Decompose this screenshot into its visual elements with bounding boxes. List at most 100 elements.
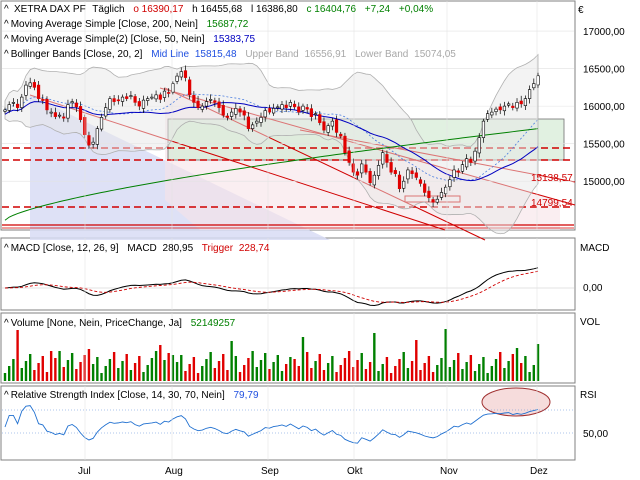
rsi-line xyxy=(4,405,539,444)
collapse-icon: ^ xyxy=(4,49,9,60)
volume-bar xyxy=(217,361,221,381)
candle-body xyxy=(259,117,263,123)
candle-body xyxy=(99,117,104,130)
candle-body xyxy=(523,98,528,106)
volume-bar xyxy=(75,369,78,381)
volume-bar xyxy=(87,349,91,381)
sma50-legend[interactable]: ^ Moving Average Simple(2) [Close, 50, Ne… xyxy=(4,34,255,45)
candle-body xyxy=(36,84,41,99)
volume-bar xyxy=(276,355,279,381)
rsi-axis-tag: RSI xyxy=(580,390,597,401)
rsi-legend[interactable]: ^ Relative Strength Index [Close, 14, 30,… xyxy=(4,390,259,401)
volume-bar xyxy=(398,359,401,381)
bollinger-label: Bollinger Bands [Close, 20, 2] xyxy=(11,49,143,60)
volume-bar xyxy=(528,372,531,381)
candle-body xyxy=(276,106,280,109)
candle-body xyxy=(292,103,297,108)
candle-body xyxy=(381,152,385,165)
candle-body xyxy=(133,96,137,103)
date-tick-label: Dez xyxy=(530,466,548,477)
volume-bar xyxy=(24,361,28,381)
volume-bar xyxy=(314,361,317,381)
bb-lower-value: 15074,05 xyxy=(414,49,456,60)
candle-body xyxy=(456,170,460,173)
candle-body xyxy=(515,102,519,109)
sma50-value: 15383,75 xyxy=(213,34,255,45)
candle-body xyxy=(322,121,326,131)
volume-bar xyxy=(213,368,217,381)
candle-body xyxy=(364,164,368,173)
candle-body xyxy=(230,111,234,117)
sma200-legend[interactable]: ^ Moving Average Simple [Close, 200, Nein… xyxy=(4,19,249,30)
candle-body xyxy=(24,84,28,96)
collapse-icon: ^ xyxy=(4,318,9,329)
collapse-icon: ^ xyxy=(4,19,9,30)
support-level-label: 14799,54 xyxy=(531,198,573,209)
volume-bar xyxy=(154,351,158,381)
volume-bar xyxy=(49,351,53,381)
icon-chevron-collapse[interactable]: ^ xyxy=(4,4,9,15)
volume-bar xyxy=(305,352,309,381)
volume-bar xyxy=(146,365,149,381)
candle-body xyxy=(146,98,150,101)
candle-body xyxy=(301,105,305,111)
macd-legend[interactable]: ^ MACD [Close, 12, 26, 9] MACD 280,95 Tri… xyxy=(4,243,270,254)
volume-bar xyxy=(66,360,70,381)
candle-body xyxy=(469,158,473,163)
candle-body xyxy=(309,108,313,117)
low-value: l 16386,80 xyxy=(251,4,298,15)
macd-axis-tag: MACD xyxy=(580,243,609,254)
candle-body xyxy=(498,106,502,111)
volume-bar xyxy=(133,363,137,381)
volume-bar xyxy=(515,348,519,381)
volume-bar xyxy=(364,369,368,381)
candle-body xyxy=(45,98,49,111)
volume-bar xyxy=(138,356,141,381)
volume-bar xyxy=(293,359,296,381)
volume-bar xyxy=(343,358,347,381)
volume-bar xyxy=(121,361,124,381)
bb-upper-value: 16556,91 xyxy=(304,49,346,60)
volume-bar xyxy=(112,352,116,381)
volume-bar xyxy=(180,355,183,381)
price-tick-label: 17000,00 xyxy=(583,27,625,38)
candle-body xyxy=(183,70,188,78)
volume-bar xyxy=(499,352,502,381)
volume-value: 52149257 xyxy=(191,318,236,329)
candle-body xyxy=(330,120,334,127)
interval-label: Täglich xyxy=(92,4,124,15)
volume-legend[interactable]: ^ Volume [None, Nein, PriceChange, Ja] 52… xyxy=(4,318,236,329)
bollinger-legend[interactable]: ^ Bollinger Bands [Close, 20, 2] Mid Line… xyxy=(4,49,456,60)
volume-bar xyxy=(310,368,313,381)
candle-body xyxy=(439,192,444,198)
candle-body xyxy=(305,107,309,110)
candle-body xyxy=(376,165,381,176)
candle-body xyxy=(431,199,435,203)
date-tick-label: Okt xyxy=(347,466,363,477)
volume-bar xyxy=(532,365,536,381)
candle-body xyxy=(460,164,465,172)
candle-body xyxy=(162,90,167,98)
candle-body xyxy=(49,111,53,114)
candle-body xyxy=(334,119,339,133)
volume-bar xyxy=(280,371,284,381)
candle-body xyxy=(91,141,95,145)
volume-bar xyxy=(318,354,321,381)
candle-body xyxy=(397,174,402,190)
candle-body xyxy=(280,104,284,110)
macd-name: MACD xyxy=(127,243,156,254)
candle-body xyxy=(11,102,15,104)
volume-bar xyxy=(268,369,271,381)
candle-body xyxy=(57,114,62,117)
candle-body xyxy=(414,172,418,178)
candle-body xyxy=(137,101,141,107)
volume-bar xyxy=(79,362,82,381)
volume-bar xyxy=(389,373,393,381)
change-pct-value: +0,04% xyxy=(399,4,433,15)
candle-body xyxy=(288,102,292,107)
candle-body xyxy=(271,108,276,114)
volume-bar xyxy=(478,364,481,381)
candle-body xyxy=(108,98,112,110)
candle-body xyxy=(418,179,423,184)
volume-bar xyxy=(368,362,372,381)
